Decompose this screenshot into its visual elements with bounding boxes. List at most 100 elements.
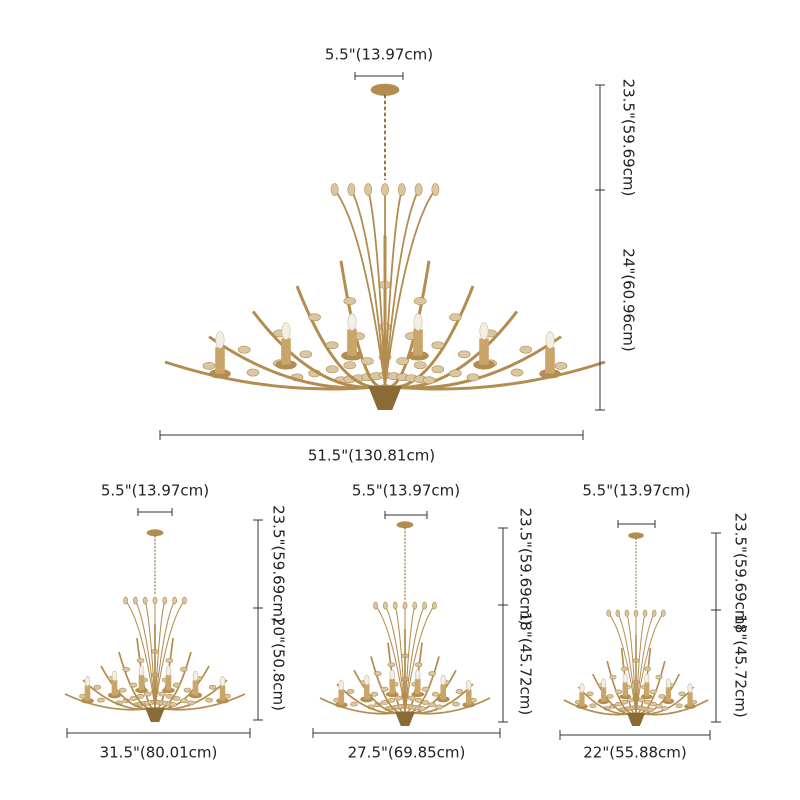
crystal-leaf [649, 689, 657, 694]
candle [84, 685, 91, 701]
crystal-leaf [373, 601, 378, 610]
crystal-leaf [431, 691, 440, 697]
candle [413, 329, 423, 356]
crystal-leaf [152, 596, 158, 605]
candle [414, 678, 421, 695]
canopy-label: 5.5"(13.97cm) [352, 482, 460, 500]
crystal-leaf [93, 684, 102, 690]
bulb [389, 669, 395, 680]
cup [662, 698, 675, 705]
candle [644, 682, 650, 697]
candle [440, 684, 447, 700]
crystal-leaf [428, 671, 437, 677]
crystal-leaf [457, 350, 471, 359]
crystal-leaf [589, 703, 597, 708]
crystal-leaf [402, 601, 408, 610]
width-label: 51.5"(130.81cm) [308, 447, 435, 465]
bulb [479, 322, 489, 340]
crystal-leaf [661, 706, 669, 711]
crystal-leaf [392, 601, 398, 610]
chain-height-label: 23.5"(59.69cm) [517, 508, 535, 626]
candle [281, 338, 291, 365]
crystal-leaf [180, 698, 188, 704]
crystal-leaf [606, 609, 611, 617]
canopy-label: 5.5"(13.97cm) [582, 482, 690, 500]
finial [368, 386, 402, 410]
crystal-leaf [431, 365, 445, 374]
stem [350, 189, 386, 387]
body-height-label: 18"(45.72cm) [517, 612, 535, 716]
crystal-leaf [136, 658, 145, 663]
dimensions: 5.5"(13.97cm) 23.5"(59.69cm) 24"(60.96cm) 5… [66, 46, 750, 762]
candle [363, 684, 370, 700]
branch [384, 360, 606, 391]
crystal-leaf [382, 601, 388, 610]
crystal-leaf [658, 694, 666, 699]
stem [134, 600, 156, 709]
bulb [665, 678, 671, 689]
cup [407, 350, 429, 361]
candle [192, 680, 199, 696]
crystal-leaf [661, 609, 666, 617]
cup [341, 350, 363, 361]
crystal-leaf [162, 596, 168, 605]
crystal-leaf [394, 695, 403, 701]
crystal-leaf [606, 694, 614, 699]
crystal-leaf [180, 667, 188, 672]
bulb [440, 674, 446, 686]
crystal-leaf [123, 596, 128, 605]
crystal-leaf [651, 609, 657, 617]
crystal-leaf [642, 609, 648, 617]
canopy-label: 5.5"(13.97cm) [101, 482, 209, 500]
crystal-leaf [142, 596, 148, 605]
crystal-leaf [370, 691, 379, 697]
crystal-leaf [165, 658, 174, 663]
candle [138, 674, 145, 691]
crystal-leaf [97, 697, 105, 703]
canopy-label: 5.5"(13.97cm) [325, 46, 433, 64]
stem [404, 605, 426, 713]
crystal-leaf [397, 183, 406, 196]
candle [347, 329, 357, 356]
crystal-leaf [615, 609, 621, 617]
crystal-leaf [678, 691, 686, 697]
bulb [192, 670, 199, 682]
crystal-leaf [308, 313, 321, 322]
bulb [644, 673, 650, 684]
crystal-leaf [158, 691, 166, 697]
crystal-leaf [620, 666, 629, 672]
crystal-leaf [387, 697, 396, 703]
crystal-leaf [169, 702, 177, 708]
crystal-leaf [633, 609, 639, 617]
crystal-leaf [435, 704, 443, 710]
body-height-label: 18"(45.72cm) [732, 614, 750, 718]
bulb [215, 331, 225, 349]
crystal-leaf [421, 700, 430, 705]
crystal-leaf [136, 693, 145, 699]
bulb [281, 322, 291, 340]
crystal-leaf [609, 674, 617, 680]
crystal-leaf [431, 341, 445, 350]
bulb [601, 678, 607, 689]
stem [635, 612, 664, 714]
crystal-leaf [620, 699, 629, 705]
crystal-leaf [646, 707, 654, 713]
bulb [84, 676, 91, 687]
bulb [414, 669, 421, 680]
crystal-leaf [187, 700, 195, 706]
chandeliers [64, 83, 709, 726]
candle [545, 347, 555, 374]
chandelier [64, 529, 246, 722]
crystal-leaf [347, 183, 356, 196]
chain-height-label: 23.5"(59.69cm) [732, 513, 750, 631]
crystal-leaf [414, 183, 423, 196]
crystal-leaf [413, 297, 427, 305]
candle [215, 347, 225, 374]
bulb [622, 673, 628, 684]
crystal-leaf [421, 686, 430, 692]
bulb [347, 313, 357, 331]
candle [622, 682, 628, 697]
stem [367, 189, 386, 387]
candle [665, 687, 671, 702]
